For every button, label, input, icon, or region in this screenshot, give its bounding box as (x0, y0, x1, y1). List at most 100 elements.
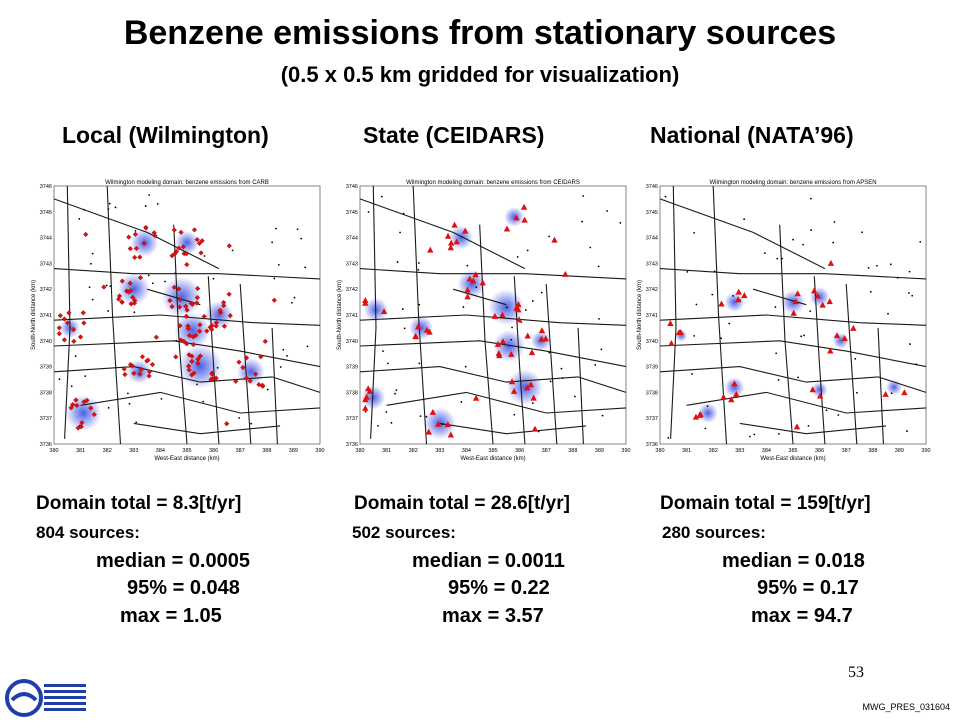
emission-source-marker (692, 413, 700, 420)
emission-blob (724, 377, 745, 398)
receptor-dot (802, 243, 805, 246)
y-tick-label: 3737 (40, 416, 52, 422)
road-line (53, 268, 321, 280)
receptor-dot (151, 282, 154, 285)
emission-source-marker (811, 287, 818, 294)
receptor-dot (402, 212, 405, 215)
emission-source-marker (827, 259, 835, 266)
receptor-dot (743, 218, 746, 221)
emission-source-marker (194, 237, 200, 243)
emission-source-marker (152, 233, 158, 239)
emission-blob (504, 206, 525, 227)
emission-source-marker (91, 411, 97, 418)
emission-source-marker (201, 313, 207, 320)
receptor-dot (88, 286, 91, 289)
emission-source-marker (126, 234, 132, 240)
map-title: Wilmington modeling domain: benzene emis… (406, 180, 580, 186)
receptor-dot (797, 376, 800, 379)
emission-source-marker (728, 396, 735, 403)
receptor-dot (867, 266, 870, 269)
emission-source-marker (499, 311, 506, 318)
receptor-dot (394, 392, 396, 395)
emission-source-marker (453, 238, 460, 245)
emission-source-marker (741, 292, 748, 299)
emission-source-marker (185, 325, 191, 332)
receptor-dot (296, 228, 299, 231)
receptor-dot (399, 231, 401, 234)
receptor-dot (531, 300, 534, 302)
emission-source-marker (176, 245, 182, 251)
receptor-dot (807, 425, 810, 427)
emission-source-marker (138, 366, 144, 372)
receptor-dot (832, 241, 835, 244)
emission-source-marker (495, 350, 503, 357)
road-line (412, 185, 428, 445)
receptor-dot (869, 290, 872, 293)
receptor-dot (732, 294, 735, 297)
emission-source-marker (491, 312, 499, 319)
receptor-dot (144, 205, 147, 207)
road-line (452, 288, 507, 306)
receptor-dot (175, 339, 178, 342)
emission-source-marker (132, 231, 139, 237)
emission-source-marker (814, 292, 821, 299)
emission-source-marker (61, 316, 68, 322)
emission-source-marker (74, 402, 80, 409)
emission-source-marker (415, 323, 422, 330)
emission-source-marker (84, 397, 90, 403)
x-tick-label: 385 (488, 448, 497, 454)
road-line (779, 224, 794, 445)
x-axis-label: West-East distance (km) (760, 456, 825, 462)
receptor-dot (83, 208, 86, 211)
x-tick-label: 381 (76, 448, 85, 454)
road-line (53, 314, 321, 326)
y-tick-label: 3736 (346, 442, 358, 448)
emission-source-marker (171, 284, 177, 290)
emission-source-marker (183, 313, 189, 320)
emission-source-marker (826, 298, 833, 305)
receptor-dot (196, 383, 198, 386)
emission-source-marker (735, 288, 742, 295)
receptor-dot (778, 433, 780, 435)
receptor-dot (915, 363, 918, 366)
receptor-dot (238, 417, 241, 419)
receptor-dot (273, 277, 276, 280)
road-line (659, 268, 927, 280)
receptor-dot (401, 308, 404, 310)
receptor-dot (300, 237, 303, 240)
road-line (739, 422, 887, 435)
emission-source-marker (221, 323, 228, 329)
receptor-dot (418, 362, 421, 365)
road-line (686, 391, 927, 414)
emission-source-marker (189, 301, 195, 307)
emission-source-marker (57, 312, 63, 319)
emission-source-marker (73, 397, 79, 403)
emission-source-marker (479, 279, 486, 286)
emission-source-marker (151, 230, 157, 236)
emission-source-marker (252, 371, 259, 377)
emission-blob (506, 369, 543, 406)
map-state: Wilmington modeling domain: benzene emis… (336, 176, 632, 464)
emission-source-marker (173, 354, 179, 360)
receptor-dot (619, 222, 622, 224)
x-tick-label: 385 (788, 448, 797, 454)
road-line (439, 422, 587, 435)
receptor-dot (548, 235, 551, 238)
max-national: max = 94.7 (751, 605, 853, 627)
p95-state: 95% = 0.22 (448, 577, 550, 599)
road-line (173, 224, 188, 445)
emission-source-marker (197, 353, 203, 359)
receptor-dot (809, 197, 812, 200)
emission-blob (409, 315, 434, 340)
x-tick-label: 381 (682, 448, 691, 454)
road-line (359, 340, 627, 368)
receptor-dot (777, 379, 780, 381)
receptor-dot (202, 400, 205, 403)
road-line (659, 198, 826, 270)
receptor-dot (203, 255, 206, 257)
p95-national: 95% = 0.17 (757, 577, 859, 599)
receptor-dot (540, 291, 543, 294)
road-line (239, 283, 252, 445)
emission-source-marker (119, 299, 125, 305)
receptor-dot (753, 433, 756, 436)
